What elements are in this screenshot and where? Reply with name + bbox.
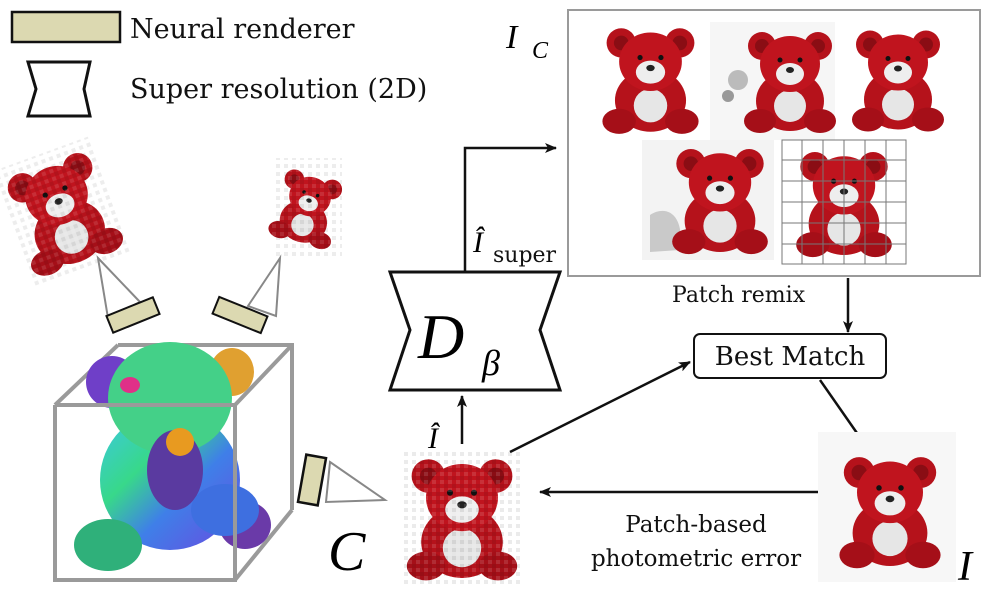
scene-bounding-box	[53, 342, 294, 582]
svg-text:Î: Î	[472, 226, 485, 259]
neural-field-bear	[74, 342, 271, 571]
teddy-bear-image	[642, 140, 774, 260]
camera-c	[296, 453, 389, 507]
label-i: I	[957, 544, 974, 590]
label-error-line1: Patch-based	[625, 512, 767, 538]
arrow-to-best-match	[509, 360, 691, 454]
super-resolution-icon	[25, 60, 92, 118]
svg-text:super: super	[493, 243, 557, 268]
label-d: D	[417, 301, 464, 372]
label-ic: I C	[505, 19, 549, 64]
teddy-bear-image	[710, 22, 836, 140]
low-res-view-right	[266, 158, 347, 258]
label-patch-remix: Patch remix	[672, 283, 806, 308]
svg-text:I: I	[505, 19, 519, 56]
target-image	[818, 432, 956, 582]
rendered-low-res-image	[402, 452, 522, 584]
renderer-block-icon	[10, 10, 122, 44]
label-error-line2: photometric error	[591, 546, 801, 572]
label-beta: β	[481, 343, 500, 383]
image-collection-panel	[567, 9, 981, 277]
label-i-hat: Î	[427, 422, 440, 455]
patch-grid-image	[781, 139, 907, 265]
camera-icon	[211, 254, 282, 335]
label-i-super: Î super	[472, 226, 557, 268]
best-match-box: Best Match	[693, 333, 887, 379]
label-best-match: Best Match	[715, 342, 866, 372]
low-res-view-left	[0, 135, 134, 289]
camera-icon	[96, 254, 161, 335]
legend-super-resolution: Super resolution (2D)	[130, 74, 427, 105]
legend-neural-renderer: Neural renderer	[130, 14, 355, 45]
legend: Neural renderer Super resolution (2D)	[10, 10, 427, 118]
svg-text:C: C	[532, 38, 549, 64]
label-c: C	[328, 521, 366, 583]
super-resolution-block: D β	[387, 270, 563, 392]
